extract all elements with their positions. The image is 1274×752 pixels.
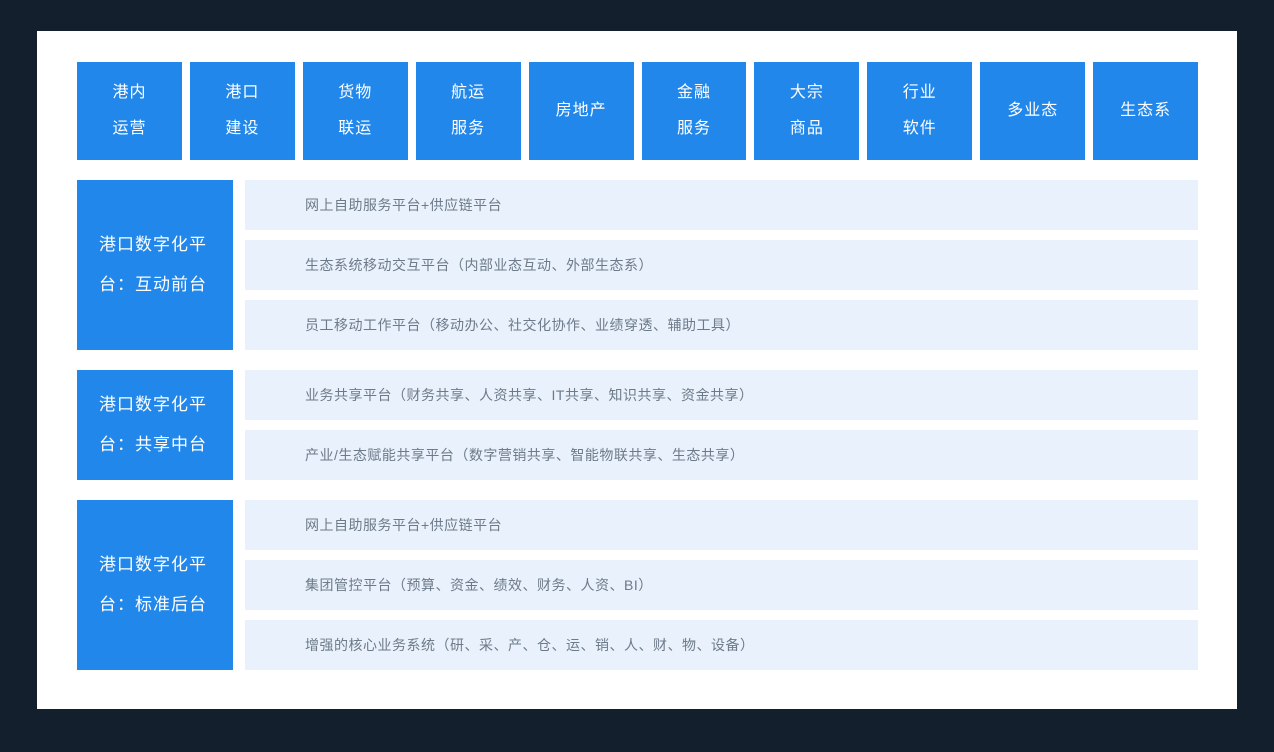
- section-label-line: 港口数字化平: [99, 235, 207, 254]
- platform-row-text: 网上自助服务平台+供应链平台: [305, 197, 503, 213]
- segment-label: 大宗: [789, 84, 824, 101]
- section-label-line: 台：互动前台: [99, 275, 207, 294]
- segment-box-4: 航运 服务: [415, 62, 521, 160]
- segment-label: 生态系: [1120, 102, 1172, 119]
- platform-row-text: 网上自助服务平台+供应链平台: [305, 517, 503, 533]
- segment-label: 航运: [451, 84, 486, 101]
- segment-label: 建设: [225, 120, 260, 137]
- diagram-card: 港内 运营 港口 建设 货物 联运 航运 服务 房地产 金融 服务 大宗 商品 行业 软件 多业态 生态系 港口…: [37, 31, 1237, 709]
- platform-row: 集团管控平台（预算、资金、绩效、财务、人资、BI）: [245, 560, 1198, 610]
- platform-row: 网上自助服务平台+供应链平台: [245, 180, 1198, 230]
- platform-row-text: 员工移动工作平台（移动办公、社交化协作、业绩穿透、辅助工具）: [305, 317, 740, 333]
- segment-label: 软件: [902, 120, 937, 137]
- section-label-box: 港口数字化平 台：互动前台: [77, 180, 233, 350]
- segment-label: 港口: [225, 84, 260, 101]
- segment-label: 港内: [112, 84, 147, 101]
- segment-box-3: 货物 联运: [302, 62, 408, 160]
- segment-label: 房地产: [555, 102, 607, 119]
- platform-row-text: 业务共享平台（财务共享、人资共享、IT共享、知识共享、资金共享）: [305, 387, 754, 403]
- platform-section-3: 港口数字化平 台：标准后台 网上自助服务平台+供应链平台 集团管控平台（预算、资金、绩…: [77, 500, 1198, 670]
- segment-box-7: 大宗 商品: [754, 62, 860, 160]
- section-label-box: 港口数字化平 台：共享中台: [77, 370, 233, 480]
- section-rows: 网上自助服务平台+供应链平台集团管控平台（预算、资金、绩效、财务、人资、BI） 增…: [245, 500, 1198, 670]
- platform-sections: 港口数字化平 台：互动前台 网上自助服务平台+供应链平台 生态系统移动交互平台（内部业…: [77, 180, 1198, 670]
- segment-label: 金融: [676, 84, 711, 101]
- platform-section-2: 港口数字化平 台：共享中台 业务共享平台（财务共享、人资共享、IT共享、知识共享、资…: [77, 370, 1198, 480]
- segment-box-5: 房地产: [528, 62, 634, 160]
- segment-label: 运营: [112, 120, 147, 137]
- business-segments-row: 港内 运营 港口 建设 货物 联运 航运 服务 房地产 金融 服务 大宗 商品 行业 软件 多业态 生态系: [77, 62, 1199, 160]
- segment-box-8: 行业 软件: [867, 62, 973, 160]
- section-label-line: 港口数字化平: [99, 395, 207, 414]
- segment-box-10: 生态系: [1093, 62, 1199, 160]
- platform-row: 业务共享平台（财务共享、人资共享、IT共享、知识共享、资金共享）: [245, 370, 1198, 420]
- section-label-box: 港口数字化平 台：标准后台: [77, 500, 233, 670]
- section-label-line: 港口数字化平: [99, 555, 207, 574]
- segment-box-6: 金融 服务: [641, 62, 747, 160]
- segment-box-2: 港口 建设: [189, 62, 295, 160]
- section-label-line: 台：共享中台: [99, 435, 207, 454]
- platform-row-text: 增强的核心业务系统（研、采、产、仓、运、销、人、财、物、设备）: [305, 637, 755, 653]
- segment-label: 联运: [338, 120, 373, 137]
- platform-row: 员工移动工作平台（移动办公、社交化协作、业绩穿透、辅助工具）: [245, 300, 1198, 350]
- segment-label: 商品: [789, 120, 824, 137]
- platform-row-text: 集团管控平台（预算、资金、绩效、财务、人资、BI）: [305, 577, 653, 593]
- section-rows: 业务共享平台（财务共享、人资共享、IT共享、知识共享、资金共享） 产业/生态赋能共…: [245, 370, 1198, 480]
- segment-label: 货物: [338, 84, 373, 101]
- segment-label: 行业: [902, 84, 937, 101]
- segment-box-9: 多业态: [980, 62, 1086, 160]
- section-rows: 网上自助服务平台+供应链平台生态系统移动交互平台（内部业态互动、外部生态系） 员工…: [245, 180, 1198, 350]
- platform-row: 增强的核心业务系统（研、采、产、仓、运、销、人、财、物、设备）: [245, 620, 1198, 670]
- segment-label: 服务: [676, 120, 711, 137]
- platform-row: 产业/生态赋能共享平台（数字营销共享、智能物联共享、生态共享）: [245, 430, 1198, 480]
- platform-row: 网上自助服务平台+供应链平台: [245, 500, 1198, 550]
- platform-section-1: 港口数字化平 台：互动前台 网上自助服务平台+供应链平台 生态系统移动交互平台（内部业…: [77, 180, 1198, 350]
- section-label-line: 台：标准后台: [99, 595, 207, 614]
- platform-row-text: 生态系统移动交互平台（内部业态互动、外部生态系）: [305, 257, 653, 273]
- segment-label: 多业态: [1007, 102, 1059, 119]
- platform-row: 生态系统移动交互平台（内部业态互动、外部生态系）: [245, 240, 1198, 290]
- segment-label: 服务: [451, 120, 486, 137]
- segment-box-1: 港内 运营: [77, 62, 182, 160]
- platform-row-text: 产业/生态赋能共享平台（数字营销共享、智能物联共享、生态共享）: [305, 447, 745, 463]
